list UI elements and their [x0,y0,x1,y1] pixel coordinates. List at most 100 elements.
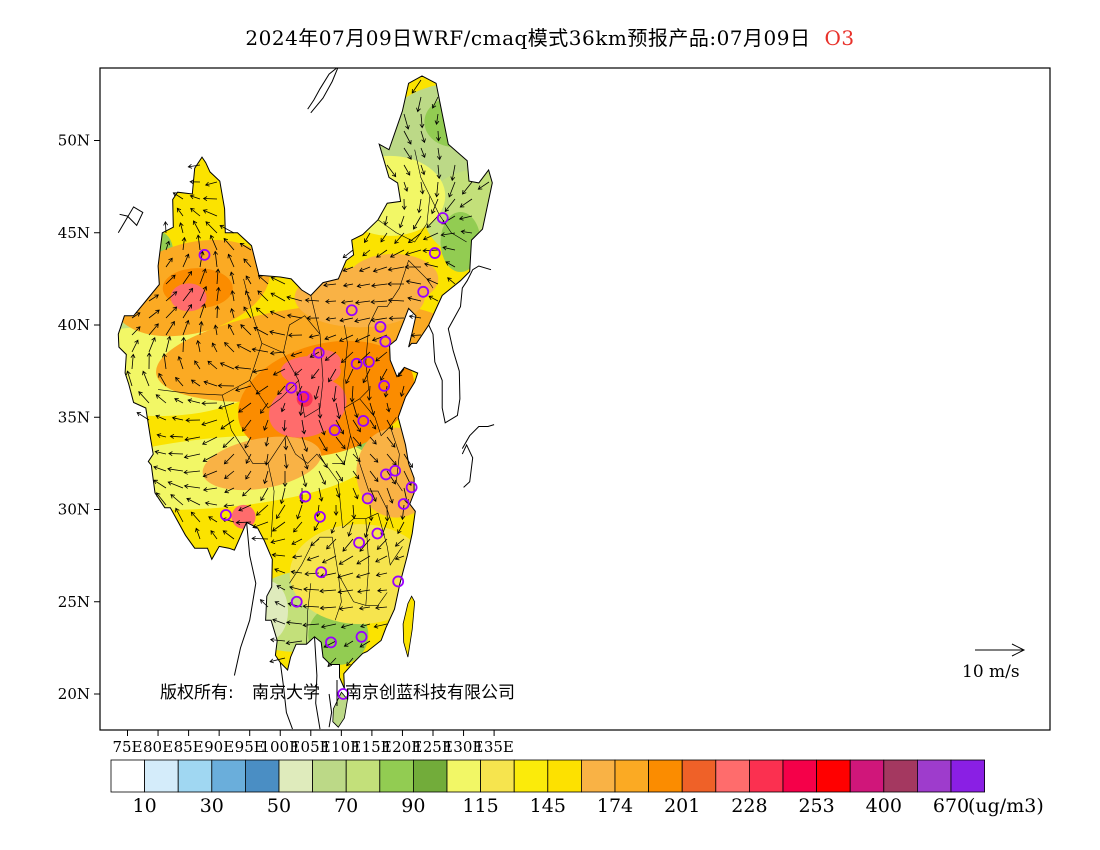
wind-vector [386,436,396,448]
wind-vector [380,232,388,243]
lat-tick-label: 30N [58,501,90,519]
wind-vector [155,394,167,404]
wind-vector [303,586,320,592]
province-boundary-line [306,583,312,645]
wind-vector [301,419,307,435]
wind-vector [333,504,339,516]
wind-vector [458,215,473,221]
wind-vector [130,353,136,370]
wind-vector [349,385,355,403]
wind-vector [199,303,206,319]
station-marker [361,492,374,505]
wind-vector [318,487,324,502]
wind-vector [184,436,201,442]
latitude-axis: 20N 25N 30N 35N 40N 45N 50N [58,132,100,703]
wind-vector [154,449,167,455]
station-marker [379,335,392,348]
wind-vector [214,305,220,319]
wind-vector [269,637,286,643]
wind-vector [426,278,439,285]
wind-vector [194,360,201,370]
wind-vector [126,370,133,387]
legend-value-label: 30 [200,795,224,817]
wind-vector [251,347,269,353]
wind-vector [245,290,252,302]
wind-vector [301,436,309,453]
copyright-owner-label: 版权所有: [160,683,234,703]
wind-vector [131,339,139,353]
wind-vector [291,538,303,545]
wind-vector [337,572,354,579]
wind-vector [389,249,405,258]
wind-vector [354,334,371,343]
wind-vector [419,181,425,195]
wind-vector [327,657,337,668]
wind-vector [242,487,252,497]
wind-vector [302,603,320,609]
wind-vector [215,286,221,302]
map-frame-border [99,67,1051,731]
wind-vector [162,353,167,370]
wind-vector [318,436,328,452]
wind-vector [182,270,193,285]
wind-vector [342,538,354,552]
province-boundary-line [377,513,403,566]
wind-vector [290,351,303,357]
wind-vector [238,402,252,413]
wind-vector [199,268,207,285]
legend-value-label: 228 [731,795,767,817]
wind-vector [202,209,218,217]
wind-vector [222,436,235,448]
lat-tick-label: 20N [58,685,90,703]
wind-vector [377,588,388,593]
wind-vector [175,507,184,523]
wind-vector [148,309,160,319]
wind-vector [165,257,173,268]
wind-vector [196,234,201,251]
province-boundary-line [289,536,342,621]
peak-ozone-patch [170,283,207,312]
legend-swatch [715,759,750,793]
wind-vector [339,317,354,323]
lat-tick-label: 50N [58,132,90,150]
wind-vector [263,470,269,485]
wind-vector [269,310,286,319]
station-marker [389,464,402,477]
wind-vector [440,232,456,237]
wind-vector [318,453,328,469]
legend-value-label: 90 [401,795,425,817]
wind-vector [202,453,218,462]
wind-vector [245,453,252,464]
wind-vector [181,336,186,353]
wind-vector [274,568,286,574]
wind-vector [403,164,411,176]
wind-vector [319,588,337,594]
legend-value-label: 670 [933,795,969,817]
wind-vector [372,266,388,273]
wind-vector [359,640,371,648]
wind-vector [375,351,388,362]
legend-swatch [211,759,246,793]
wind-vector [269,350,286,356]
legend-value-label: 145 [530,795,566,817]
wind-vector [174,398,184,404]
wind-vector [369,487,377,503]
legend-swatch [177,759,213,793]
wind-vector [352,470,360,480]
wind-vector [229,271,235,285]
moderate-ozone-patch [289,524,430,625]
legend-swatch [513,759,549,793]
province-boundary-line [365,518,370,606]
wind-vector [428,295,439,302]
province-boundaries [158,149,467,645]
wind-vector [156,433,167,438]
wind-vector [407,296,422,302]
coastline [233,522,257,676]
wind-vector [158,372,167,387]
wind-vector [355,572,371,579]
wind-vector [282,419,287,432]
wind-vector [387,281,404,287]
wind-vector [359,538,371,552]
wind-vector [205,221,218,234]
wind-vector [269,330,286,336]
